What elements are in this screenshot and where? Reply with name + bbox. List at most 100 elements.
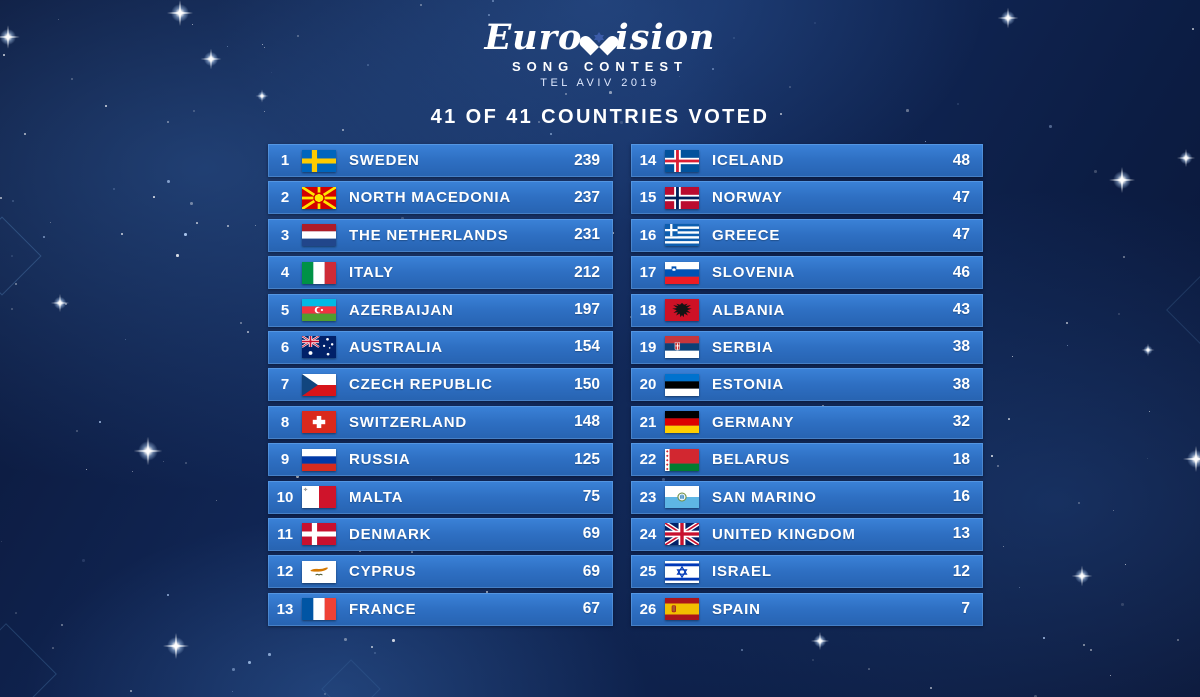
points-value: 237 <box>574 188 600 206</box>
country-name: UNITED KINGDOM <box>712 525 856 543</box>
points-value: 212 <box>574 263 600 281</box>
sparkle-decoration <box>1109 167 1135 193</box>
logo-location: TEL AVIV 2019 <box>540 77 660 89</box>
points-value: 197 <box>574 301 600 319</box>
points-value: 43 <box>952 301 970 319</box>
scoreboard-left-column: 1 SWEDEN 239 2 NORTH MACEDONIA 237 3 THE NETHER… <box>268 144 613 626</box>
scoreboard-row-azerbaijan: 5 AZERBAIJAN 197 <box>268 293 613 327</box>
points-value: 67 <box>582 600 600 618</box>
scoreboard-row-norway: 15 NORWAY 47 <box>631 181 983 215</box>
rank-number: 13 <box>276 600 294 618</box>
country-name: SWITZERLAND <box>349 413 467 431</box>
flag-san_marino-icon <box>665 486 699 509</box>
crystal-decoration <box>0 216 42 296</box>
logo-word-end: ision <box>615 17 716 58</box>
country-name: CYPRUS <box>349 563 417 581</box>
scoreboard-row-serbia: 19 SERBIA 38 <box>631 330 983 364</box>
logo-wordmark: Euro ision <box>0 20 1200 55</box>
rank-number: 7 <box>280 376 290 394</box>
sparkle-decoration <box>1071 565 1093 587</box>
points-value: 46 <box>952 263 970 281</box>
points-value: 69 <box>582 525 600 543</box>
flag-sweden-icon <box>302 149 336 172</box>
flag-russia-icon <box>302 448 336 471</box>
flag-germany-icon <box>665 411 699 434</box>
points-value: 154 <box>574 338 600 356</box>
country-name: THE NETHERLANDS <box>349 226 509 244</box>
country-name: SAN MARINO <box>712 488 817 506</box>
rank-number: 23 <box>639 488 657 506</box>
scoreboard-row-spain: 26 SPAIN 7 <box>631 592 983 626</box>
points-value: 47 <box>952 188 970 206</box>
points-value: 12 <box>952 562 970 580</box>
points-value: 231 <box>574 226 600 244</box>
rank-number: 11 <box>277 525 293 543</box>
heart-icon <box>587 28 611 50</box>
country-name: ISRAEL <box>712 563 772 581</box>
rank-number: 22 <box>639 451 657 469</box>
scoreboard-row-slovenia: 17 SLOVENIA 46 <box>631 256 983 290</box>
scoreboard-row-germany: 21 GERMANY 32 <box>631 405 983 439</box>
scoreboard-row-belarus: 22 BELARUS 18 <box>631 443 983 477</box>
sparkle-decoration <box>1176 148 1196 168</box>
scoreboard-row-denmark: 11 DENMARK 69 <box>268 517 613 551</box>
country-name: ALBANIA <box>712 301 786 319</box>
scoreboard-row-switzerland: 8 SWITZERLAND 148 <box>268 405 613 439</box>
points-value: 125 <box>574 450 600 468</box>
rank-number: 20 <box>639 376 657 394</box>
country-name: SPAIN <box>712 600 761 618</box>
points-value: 150 <box>574 375 600 393</box>
sparkle-decoration <box>163 633 189 659</box>
rank-number: 2 <box>280 189 290 207</box>
scoreboard-row-italy: 4 ITALY 212 <box>268 256 613 290</box>
rank-number: 6 <box>280 338 290 356</box>
country-name: MALTA <box>349 488 404 506</box>
points-value: 239 <box>574 151 600 169</box>
rank-number: 14 <box>639 152 657 169</box>
flag-united_kingdom-icon <box>665 523 699 546</box>
scoreboard-row-russia: 9 RUSSIA 125 <box>268 443 613 477</box>
points-value: 16 <box>952 488 970 506</box>
flag-italy-icon <box>302 261 336 284</box>
flag-netherlands-icon <box>302 224 336 247</box>
sparkle-decoration <box>133 436 163 466</box>
rank-number: 16 <box>639 226 657 244</box>
scoreboard-row-san_marino: 23 SAN MARINO 16 <box>631 480 983 514</box>
rank-number: 3 <box>280 226 290 244</box>
eurovision-logo: Euro ision SONG CONTEST TEL AVIV 2019 <box>0 20 1200 89</box>
sparkle-decoration <box>1183 446 1200 472</box>
scoreboard-row-australia: 6 AUSTRALIA 154 <box>268 330 613 364</box>
rank-number: 5 <box>280 301 290 319</box>
country-name: ICELAND <box>712 152 785 169</box>
points-value: 7 <box>961 600 970 618</box>
country-name: CZECH REPUBLIC <box>349 376 493 394</box>
flag-switzerland-icon <box>302 411 336 434</box>
flag-france-icon <box>302 598 336 621</box>
flag-czech_republic-icon <box>302 373 336 396</box>
flag-cyprus-icon <box>302 560 336 583</box>
voted-status-line: 41 OF 41 COUNTRIES VOTED <box>430 106 770 128</box>
points-value: 38 <box>952 375 970 393</box>
scoreboard-row-france: 13 FRANCE 67 <box>268 592 613 626</box>
rank-number: 26 <box>639 600 657 618</box>
flag-denmark-icon <box>302 523 336 546</box>
flag-azerbaijan-icon <box>302 299 336 322</box>
rank-number: 15 <box>639 189 657 207</box>
rank-number: 19 <box>639 338 657 356</box>
rank-number: 17 <box>639 264 657 282</box>
rank-number: 8 <box>280 413 290 431</box>
rank-number: 24 <box>639 525 657 543</box>
flag-greece-icon <box>665 224 699 247</box>
country-name: ITALY <box>349 264 394 282</box>
points-value: 18 <box>952 450 970 468</box>
country-name: ESTONIA <box>712 376 785 394</box>
points-value: 47 <box>952 226 970 244</box>
scoreboard-row-greece: 16 GREECE 47 <box>631 218 983 252</box>
flag-belarus-icon <box>665 448 699 471</box>
flag-australia-icon <box>302 336 336 359</box>
country-name: NORWAY <box>712 189 783 207</box>
rank-number: 10 <box>276 488 294 506</box>
points-value: 32 <box>952 413 970 431</box>
crystal-decoration <box>1166 276 1200 344</box>
